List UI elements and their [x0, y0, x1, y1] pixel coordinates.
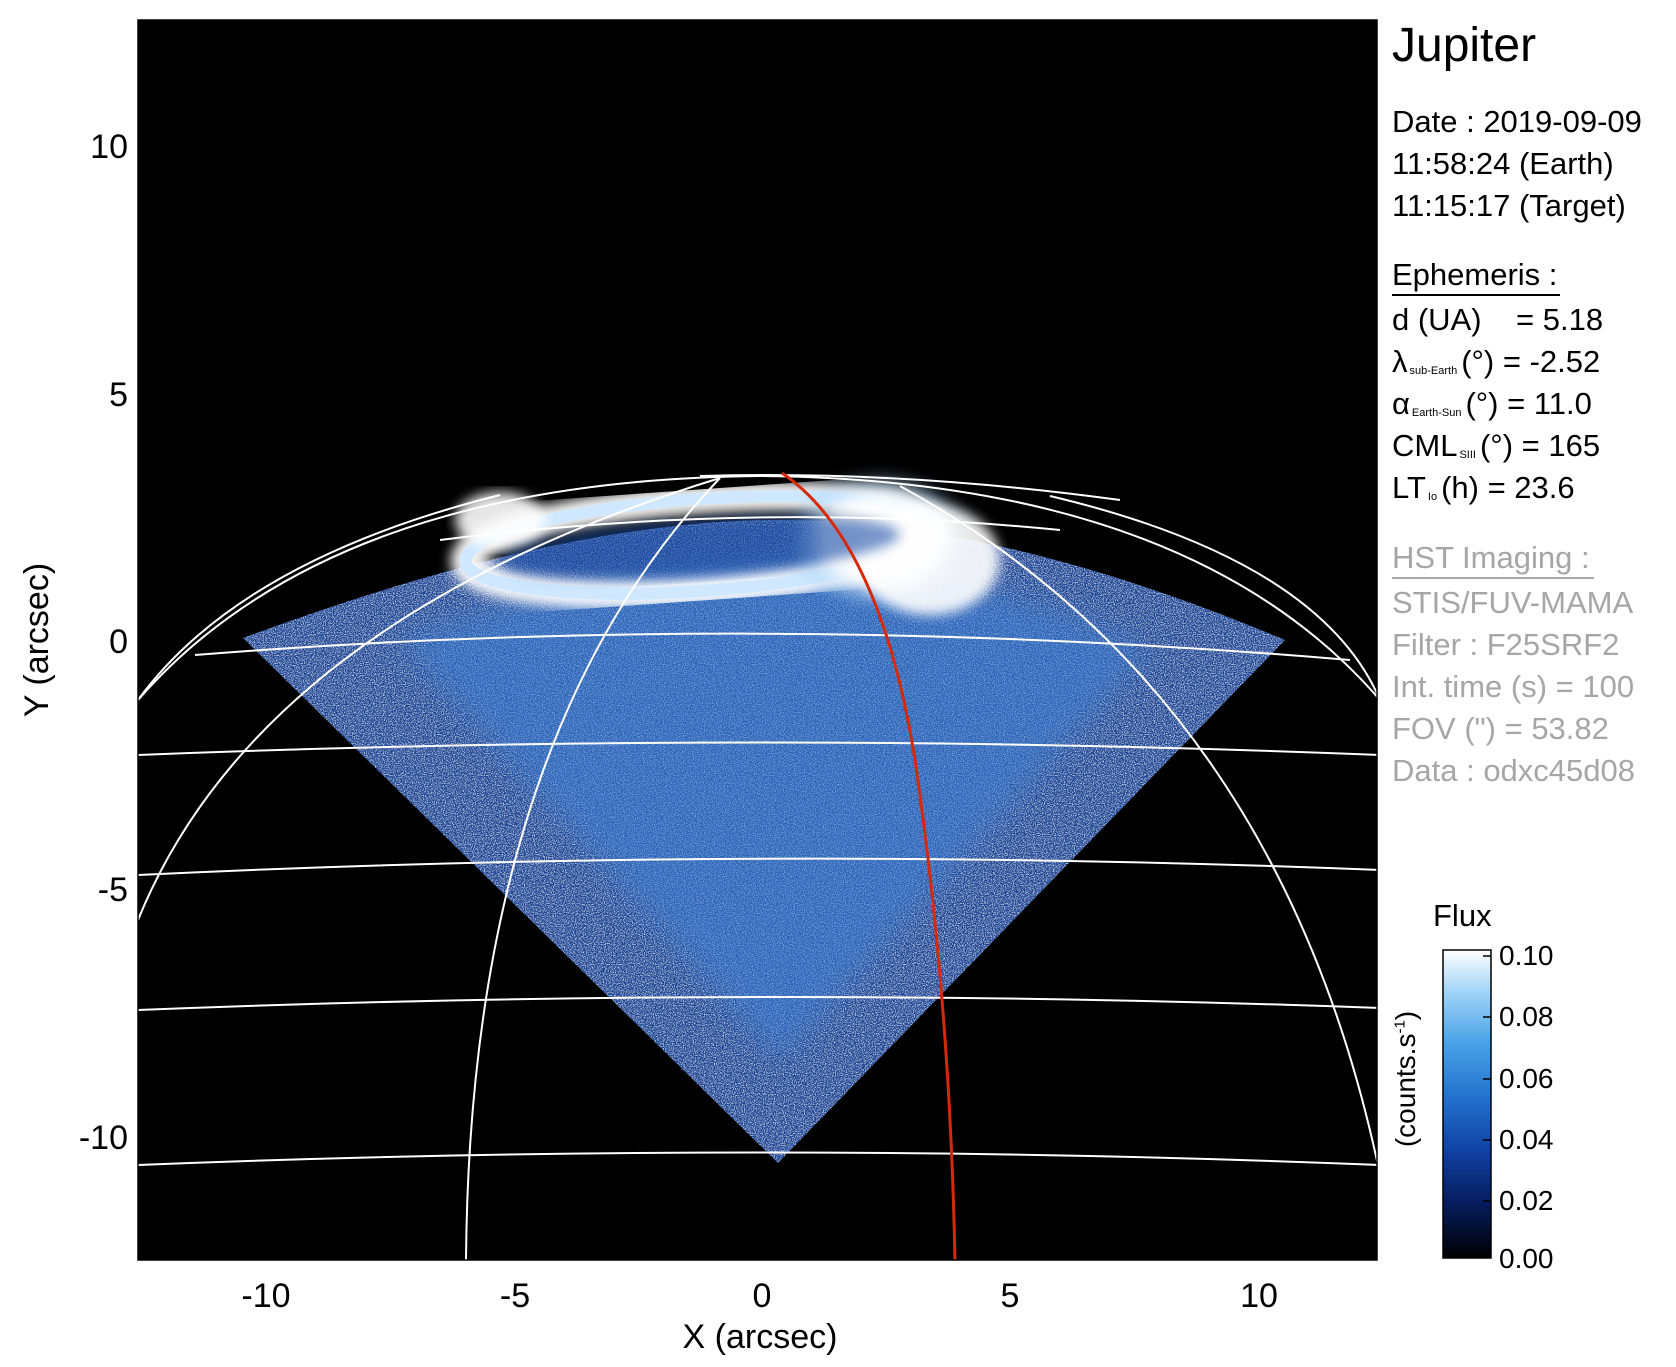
- cml-unit: (°): [1479, 428, 1514, 463]
- distance-label: d (UA): [1392, 302, 1482, 337]
- longitude-line: [465, 477, 721, 1260]
- colorbar-tick-label: 0.04: [1499, 1124, 1554, 1155]
- alpha-value: = 11.0: [1507, 386, 1592, 421]
- figure-title: Jupiter: [1392, 19, 1537, 72]
- date-line: Date : 2019-09-09: [1392, 104, 1642, 139]
- lambda-symbol: λ: [1392, 344, 1408, 379]
- y-tick-label: 0: [109, 623, 128, 661]
- colorbar-tick-label: 0.02: [1499, 1185, 1554, 1216]
- colorbar-tick-label: 0.08: [1499, 1001, 1554, 1032]
- x-axis: [265, 1248, 1260, 1260]
- hst-instrument: STIS/FUV-MAMA: [1392, 585, 1634, 620]
- latitude-line: [699, 474, 1121, 501]
- x-tick-label: -10: [241, 1277, 290, 1315]
- cml-value: = 165: [1521, 428, 1601, 463]
- colorbar-tick-label: 0.00: [1499, 1243, 1554, 1274]
- ephemeris-underline: [1392, 294, 1560, 296]
- earth-time: 11:58:24 (Earth): [1392, 146, 1614, 181]
- lt-unit: (h): [1441, 470, 1479, 505]
- target-time: 11:15:17 (Target): [1392, 188, 1626, 223]
- colorbar-unit-close: ): [1390, 1010, 1421, 1021]
- latitude-line: [138, 741, 1377, 756]
- auroral-oval: [450, 470, 1000, 615]
- longitude-line: [138, 494, 501, 701]
- image-layer: [138, 470, 1377, 1260]
- x-tick-label: -5: [500, 1277, 530, 1315]
- latitude-line: [138, 995, 1377, 1011]
- colorbar-ticks: [1483, 955, 1491, 1202]
- x-tick-label: 10: [1240, 1277, 1278, 1315]
- plot-frame: [137, 19, 1378, 1261]
- latitude-line: [194, 632, 1351, 661]
- latitude-line: [439, 516, 1061, 541]
- distance-row: d (UA) = 5.18: [1392, 302, 1603, 338]
- hst-filter: Filter : F25SRF2: [1392, 627, 1620, 662]
- longitude-line: [1049, 495, 1377, 696]
- hst-underline: [1392, 577, 1594, 579]
- latitude-line: [138, 857, 1377, 876]
- x-tick-label: 5: [1001, 1277, 1020, 1315]
- colorbar-unit-exponent: -1: [1391, 1020, 1409, 1034]
- hst-heading: HST Imaging :: [1392, 540, 1590, 575]
- x-tick-label: 0: [753, 1277, 772, 1315]
- y-tick-label: -5: [98, 871, 128, 909]
- colorbar-title: Flux: [1433, 898, 1492, 933]
- lambda-subscript: sub-Earth: [1409, 365, 1458, 377]
- colorbar-tick-label: 0.10: [1499, 940, 1554, 971]
- lat-sub-earth-row: λ sub-Earth (°) = -2.52: [1392, 344, 1600, 389]
- phase-angle-row: α Earth-Sun (°) = 11.0: [1392, 386, 1592, 431]
- lt-io-row: LT Io (h) = 23.6: [1392, 470, 1575, 515]
- latitude-line: [138, 1151, 1377, 1166]
- colorbar-unit-label: (counts.s-1): [1390, 1011, 1422, 1147]
- hst-int-time: Int. time (s) = 100: [1392, 669, 1635, 704]
- longitude-line: [899, 485, 1377, 1166]
- y-tick-label: 10: [90, 128, 128, 166]
- io-footprint-curve: [781, 471, 957, 1260]
- alpha-subscript: Earth-Sun: [1411, 407, 1462, 419]
- planet-grid: [138, 474, 1377, 1260]
- y-axis: [138, 145, 150, 1138]
- y-tick-label: -10: [79, 1119, 128, 1157]
- hst-data-id: Data : odxc45d08: [1392, 753, 1636, 788]
- cml-subscript: SIII: [1459, 449, 1476, 461]
- colorbar-unit-text: (counts.s: [1390, 1033, 1421, 1148]
- alpha-unit: (°): [1465, 386, 1499, 421]
- cml-row: CML SIII (°) = 165: [1392, 428, 1600, 473]
- cml-symbol: CML: [1392, 428, 1458, 463]
- colorbar-tick-label: 0.06: [1499, 1063, 1554, 1094]
- colorbar: [1442, 949, 1492, 1259]
- x-axis-label: X (arcsec): [683, 1318, 838, 1356]
- hst-fov: FOV (") = 53.82: [1392, 711, 1609, 746]
- distance-value: = 5.18: [1516, 302, 1604, 337]
- longitude-line: [138, 477, 721, 921]
- fov-inner-brightness: [400, 560, 1150, 1060]
- info-panel: Jupiter Date : 2019-09-09 11:58:24 (Eart…: [1392, 0, 1676, 1367]
- y-axis-label: Y (arcsec): [18, 563, 56, 717]
- y-tick-label: 5: [109, 376, 128, 414]
- lt-symbol: LT: [1392, 470, 1426, 505]
- lambda-unit: (°): [1461, 344, 1495, 379]
- ephemeris-heading: Ephemeris :: [1392, 257, 1558, 292]
- lambda-value: = -2.52: [1502, 344, 1601, 379]
- lt-value: = 23.6: [1487, 470, 1575, 505]
- lt-subscript: Io: [1427, 491, 1438, 503]
- alpha-symbol: α: [1392, 386, 1410, 421]
